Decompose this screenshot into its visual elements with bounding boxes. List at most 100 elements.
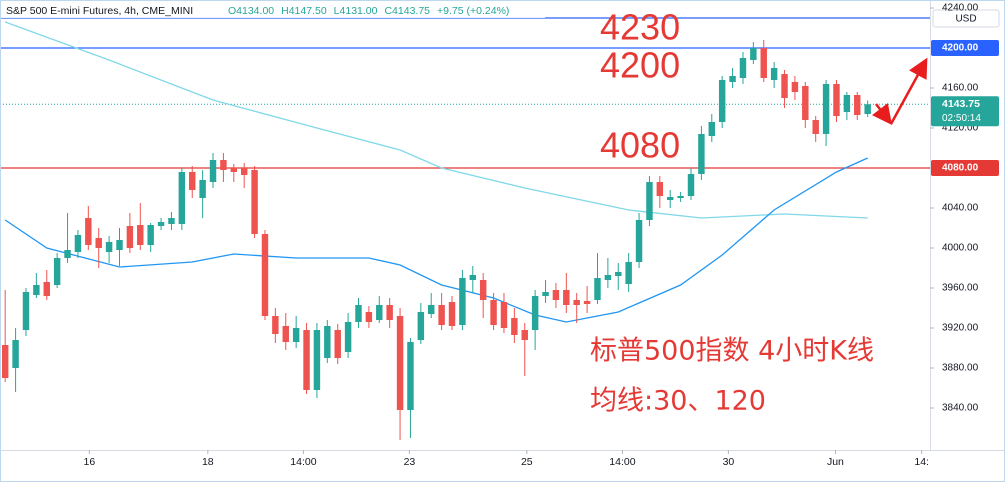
- currency-box: [932, 9, 1000, 28]
- candle-body: [313, 330, 321, 390]
- candle-body: [656, 182, 664, 196]
- candle-body: [189, 172, 196, 190]
- x-tick-label: Jun: [827, 456, 844, 468]
- price-label-box: [931, 40, 999, 56]
- candle-body: [157, 222, 165, 226]
- note: 均线:30、120: [590, 386, 766, 417]
- ohlc-value: H4147.50: [281, 5, 327, 17]
- candle-body: [428, 305, 435, 314]
- annotation: 4230: [600, 7, 680, 48]
- candle-body: [812, 120, 819, 134]
- candle-body: [635, 220, 643, 262]
- candle-body: [85, 218, 92, 245]
- candle-body: [802, 86, 809, 120]
- candle-body: [677, 196, 684, 198]
- ohlc-value: O4134.00: [228, 5, 274, 17]
- arrow: [871, 103, 893, 125]
- candle-body: [500, 302, 508, 328]
- candle-body: [22, 292, 30, 330]
- candle-body: [147, 225, 154, 245]
- header-background: [0, 2, 545, 18]
- candle-body: [407, 342, 414, 410]
- candle-body: [583, 301, 591, 304]
- candle-body: [615, 272, 622, 276]
- candle-body: [417, 312, 425, 340]
- candle-body: [573, 300, 580, 305]
- y-tick-label: 4000.00: [942, 243, 979, 254]
- candle-body: [698, 134, 705, 174]
- price-label-box: [931, 160, 999, 176]
- x-tick-label: 14:00: [609, 456, 635, 468]
- candle-body: [64, 250, 71, 258]
- candle-body: [854, 95, 861, 115]
- candle-body: [178, 172, 186, 224]
- y-tick-label: 4040.00: [942, 203, 979, 214]
- candle-body: [199, 180, 206, 198]
- candle-body: [272, 316, 279, 334]
- candle-body: [542, 292, 549, 296]
- candle-body: [105, 242, 113, 252]
- y-tick-label: 3920.00: [942, 323, 979, 334]
- candle-body: [479, 280, 487, 300]
- candle-body: [12, 340, 19, 368]
- candle-body: [625, 262, 632, 284]
- candle-body: [594, 278, 601, 300]
- ohlc-value: +9.75 (+0.24%): [437, 5, 509, 17]
- candle-body: [563, 290, 570, 305]
- candle-body: [718, 80, 726, 122]
- candle-body: [822, 84, 830, 134]
- candle-body: [116, 240, 123, 250]
- candle-body: [833, 84, 840, 116]
- candle-body: [770, 68, 778, 80]
- candle-body: [459, 278, 466, 325]
- candle-body: [137, 225, 144, 245]
- currency: USD: [955, 14, 976, 25]
- candle-body: [376, 305, 383, 320]
- annotation: 4200: [600, 45, 680, 86]
- x-tick-label: 25: [521, 456, 533, 468]
- candle-body: [282, 326, 289, 342]
- candle-body: [646, 182, 653, 220]
- candle-body: [74, 235, 82, 252]
- candle-body: [781, 74, 788, 98]
- candle-body: [344, 322, 352, 352]
- candle-body: [1, 345, 9, 378]
- candle-body: [43, 282, 50, 296]
- y-tick-label: 4240.00: [942, 3, 979, 14]
- candle-body: [168, 218, 175, 224]
- candle-body: [53, 258, 61, 285]
- candle-body: [864, 104, 871, 114]
- candle-body: [531, 296, 539, 330]
- candle-body: [448, 302, 456, 326]
- candle-body: [261, 234, 269, 316]
- countdown: 02:50:14: [942, 113, 981, 124]
- candle-body: [843, 95, 851, 112]
- ohlc-value: C4143.75: [384, 5, 430, 17]
- y-tick-label: 4120.00: [942, 123, 979, 134]
- candle-body: [324, 326, 331, 358]
- candle-body: [552, 290, 560, 300]
- x-tick-label: 18: [202, 456, 214, 468]
- candle-body: [396, 316, 404, 410]
- price-label: 4080.00: [942, 163, 979, 174]
- moving-average: [4, 157, 868, 323]
- candle-body: [355, 305, 362, 322]
- symbol: S&P 500 E-mini Futures, 4h, CME_MINI: [6, 5, 193, 17]
- y-tick-label: 4160.00: [942, 83, 979, 94]
- candle-body: [729, 76, 736, 82]
- candle-body: [33, 285, 40, 295]
- candle-body: [303, 330, 310, 390]
- last-price-box: [931, 96, 999, 127]
- candle-body: [251, 170, 258, 234]
- note: 标普500指数 4小时K线: [590, 336, 874, 367]
- ohlc-value: L4131.00: [334, 5, 378, 17]
- candle-body: [292, 328, 300, 342]
- candle-body: [334, 330, 341, 358]
- candle-body: [760, 48, 767, 78]
- candle-body: [469, 275, 477, 280]
- last-price-label: 4143.75: [942, 98, 980, 110]
